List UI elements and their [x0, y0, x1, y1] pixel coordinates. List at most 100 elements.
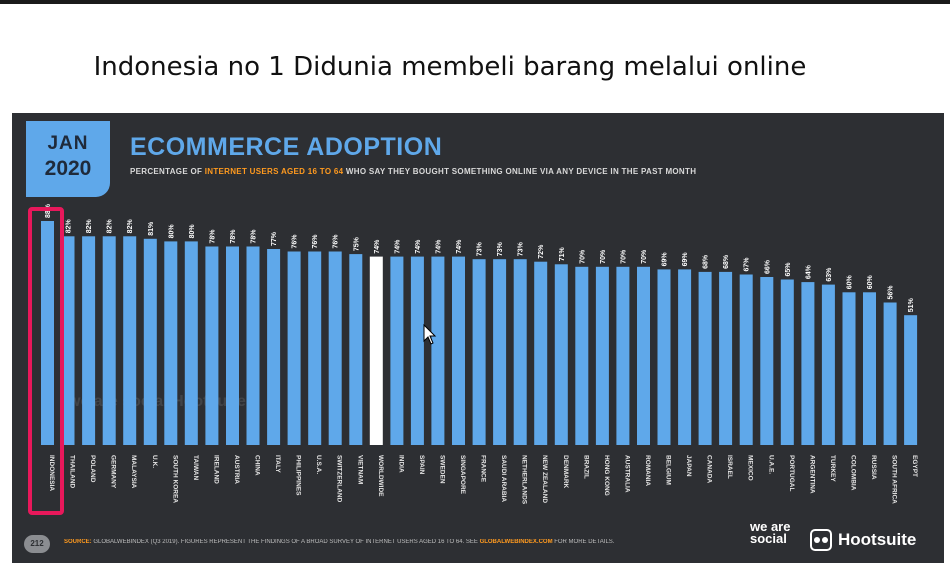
data-label: 67%	[744, 257, 751, 272]
data-label: 68%	[723, 254, 730, 269]
bar	[842, 292, 856, 445]
bar	[226, 246, 239, 445]
bar	[678, 269, 692, 445]
bar	[143, 238, 157, 445]
source-note: SOURCE: GLOBALWEBINDEX (Q3 2019). FIGURE…	[64, 539, 744, 545]
data-label: 51%	[908, 297, 915, 312]
bar	[452, 256, 465, 445]
hootsuite-text: Hootsuite	[838, 530, 917, 549]
chart-subheading: PERCENTAGE OF INTERNET USERS AGED 16 TO …	[130, 167, 696, 176]
data-label: 74%	[394, 239, 401, 254]
bar	[904, 315, 918, 445]
category-label: PHILIPPINES	[295, 455, 302, 496]
category-label: SAUDI ARABIA	[500, 455, 507, 502]
data-label: 74%	[415, 239, 422, 254]
bar	[883, 302, 897, 445]
category-label: POLAND	[89, 455, 96, 483]
data-label: 73%	[518, 241, 525, 256]
date-badge: JAN 2020	[26, 121, 110, 197]
category-label: SWEDEN	[438, 455, 445, 484]
subheading-highlight: INTERNET USERS AGED 16 TO 64	[204, 167, 344, 176]
category-label: MALAYSIA	[130, 455, 137, 489]
bar	[493, 259, 507, 445]
data-label: 75%	[353, 236, 360, 251]
data-label: 74%	[435, 239, 442, 254]
top-border	[0, 0, 950, 4]
category-label: GERMANY	[110, 455, 117, 489]
data-label: 80%	[168, 224, 175, 239]
data-label: 76%	[312, 234, 319, 249]
category-label: RUSSIA	[870, 455, 877, 480]
data-label: 65%	[785, 262, 792, 277]
category-label: BRAZIL	[582, 455, 589, 479]
category-label: SWITZERLAND	[336, 455, 343, 503]
category-label: U.K.	[151, 455, 158, 468]
category-label: FRANCE	[480, 455, 487, 483]
bar	[863, 292, 876, 445]
category-label: INDONESIA	[48, 455, 55, 491]
category-label: SOUTH KOREA	[171, 455, 178, 503]
bar	[760, 277, 774, 445]
bar	[184, 241, 198, 445]
data-label: 82%	[66, 219, 73, 234]
category-label: CHINA	[254, 455, 261, 476]
category-label: WORLDWIDE	[377, 455, 384, 497]
data-label: 80%	[189, 224, 196, 239]
bar	[821, 284, 835, 445]
badge-month: JAN	[47, 133, 89, 154]
data-label: 60%	[847, 275, 854, 290]
category-label: COLOMBIA	[850, 455, 857, 491]
bar	[637, 266, 650, 445]
bar	[390, 256, 404, 445]
category-label: NETHERLANDS	[521, 455, 528, 505]
data-label: 70%	[620, 249, 627, 264]
category-label: ROMANIA	[644, 455, 651, 486]
category-label: JAPAN	[685, 455, 692, 477]
category-label: HONG KONG	[603, 455, 610, 496]
category-label: DENMARK	[562, 455, 569, 489]
bar	[554, 264, 568, 445]
bar	[102, 236, 116, 445]
source-label: SOURCE:	[64, 539, 92, 545]
data-label: 82%	[127, 219, 134, 234]
highlight-callout	[28, 207, 64, 515]
category-label: ITALY	[274, 455, 281, 473]
we-are-social-logo: we are social	[750, 519, 791, 546]
bar	[328, 251, 342, 445]
bar	[349, 254, 363, 445]
category-label: TURKEY	[829, 455, 836, 482]
data-label: 72%	[538, 244, 545, 259]
category-label: THAILAND	[69, 455, 76, 489]
owl-icon	[810, 529, 832, 551]
category-label: INDIA	[397, 455, 404, 473]
data-label: 70%	[579, 249, 586, 264]
data-label: 78%	[230, 229, 237, 244]
data-label: 69%	[682, 252, 689, 267]
bar	[410, 256, 424, 445]
bar-chart: 88%INDONESIA82%THAILAND82%POLAND82%GERMA…	[28, 203, 918, 515]
category-label: CANADA	[706, 455, 713, 483]
bar	[164, 241, 178, 445]
category-label: EGYPT	[911, 455, 918, 477]
bar	[61, 236, 75, 445]
category-label: ARGENTINA	[808, 455, 815, 494]
data-label: 82%	[107, 219, 114, 234]
source-link[interactable]: GLOBALWEBINDEX.COM	[479, 539, 553, 545]
data-label: 81%	[148, 221, 155, 236]
data-label: 70%	[600, 249, 607, 264]
subheading-post: WHO SAY THEY BOUGHT SOMETHING ONLINE VIA…	[343, 167, 697, 176]
category-label: U.S.A.	[315, 455, 322, 474]
bar	[431, 256, 445, 445]
source-text: GLOBALWEBINDEX (Q3 2019). FIGURES REPRES…	[91, 539, 480, 545]
bar	[698, 271, 712, 445]
category-label: AUSTRIA	[233, 455, 240, 484]
footer: 212 SOURCE: GLOBALWEBINDEX (Q3 2019). FI…	[12, 520, 944, 563]
data-label: 73%	[497, 241, 504, 256]
bar	[205, 246, 219, 445]
bar	[369, 256, 383, 445]
category-label: U.A.E.	[767, 455, 774, 474]
data-label: 76%	[333, 234, 340, 249]
source-tail: FOR MORE DETAILS.	[552, 539, 615, 545]
data-label: 76%	[292, 234, 299, 249]
bar	[472, 259, 486, 445]
